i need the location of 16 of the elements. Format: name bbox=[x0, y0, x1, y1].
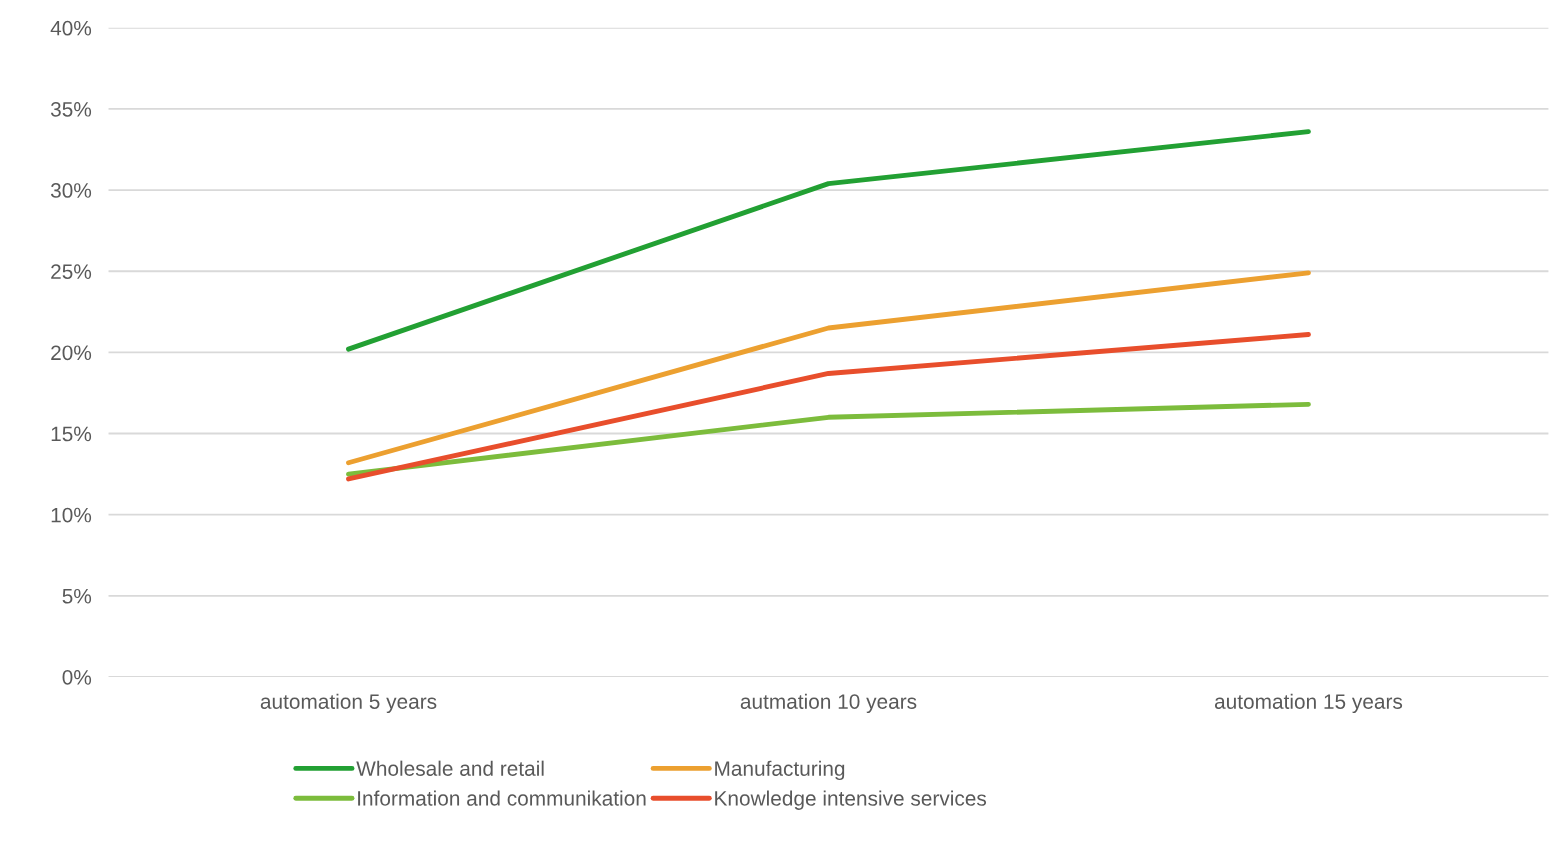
y-tick-label: 35% bbox=[50, 101, 92, 117]
x-tick-label: autmation 10 years bbox=[740, 693, 917, 714]
y-tick-label: 20% bbox=[51, 345, 92, 361]
legend-label: Information and communikation bbox=[358, 790, 646, 806]
y-tick-label: 5% bbox=[62, 588, 92, 604]
x-tick-label: automation 15 years bbox=[1214, 693, 1403, 714]
y-tick-label: 10% bbox=[51, 507, 92, 523]
x-tick-label: automation 5 years bbox=[260, 693, 437, 714]
legend-label: Wholesale and retail bbox=[356, 760, 544, 776]
y-tick-label: 15% bbox=[51, 426, 92, 442]
y-tick-label: 0% bbox=[62, 669, 92, 685]
legend-label: Knowledge intensive services bbox=[715, 790, 987, 810]
y-tick-label: 40% bbox=[50, 20, 92, 36]
y-tick-label: 25% bbox=[51, 264, 92, 279]
legend-label: Manufacturing bbox=[715, 760, 845, 781]
y-tick-label: 30% bbox=[50, 183, 92, 198]
